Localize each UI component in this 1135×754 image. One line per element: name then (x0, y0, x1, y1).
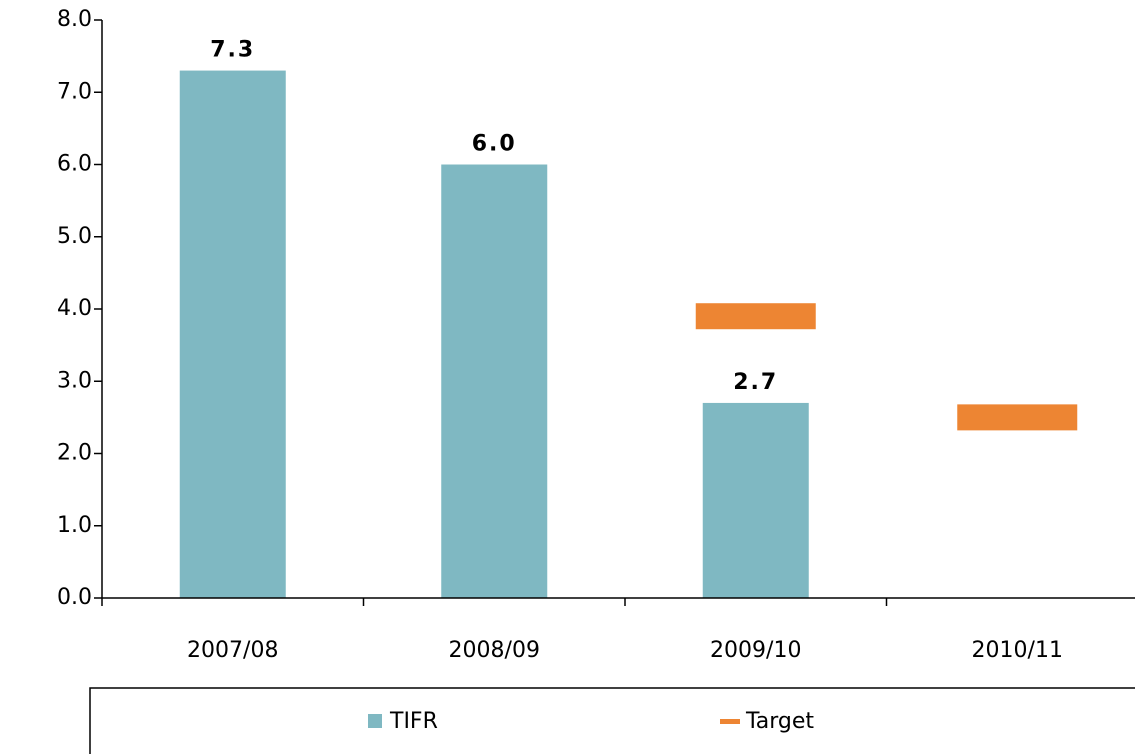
x-tick-label: 2009/10 (710, 638, 801, 663)
y-tick-label: 7.0 (57, 79, 92, 104)
target-marker (957, 404, 1078, 431)
value-label: 7.3 (210, 38, 255, 63)
x-tick-label: 2007/08 (187, 638, 278, 663)
y-tick-label: 0.0 (57, 585, 92, 610)
x-tick-label: 2008/09 (449, 638, 540, 663)
legend-label: Target (745, 709, 814, 734)
target-marker (695, 303, 816, 330)
value-label: 6.0 (472, 132, 517, 157)
bar (702, 402, 809, 598)
y-tick-label: 3.0 (57, 368, 92, 393)
legend-box (89, 687, 1135, 754)
legend-label: TIFR (389, 709, 438, 734)
legend-swatch (368, 714, 382, 728)
bar (179, 70, 286, 598)
x-tick-label: 2010/11 (972, 638, 1063, 663)
bar (441, 164, 548, 598)
y-tick-label: 4.0 (57, 296, 92, 321)
y-tick-label: 2.0 (57, 441, 92, 466)
y-tick-label: 5.0 (57, 224, 92, 249)
legend-swatch (720, 719, 740, 724)
y-tick-label: 8.0 (57, 7, 92, 32)
y-tick-label: 6.0 (57, 152, 92, 177)
y-tick-label: 1.0 (57, 513, 92, 538)
value-label: 2.7 (733, 370, 778, 395)
